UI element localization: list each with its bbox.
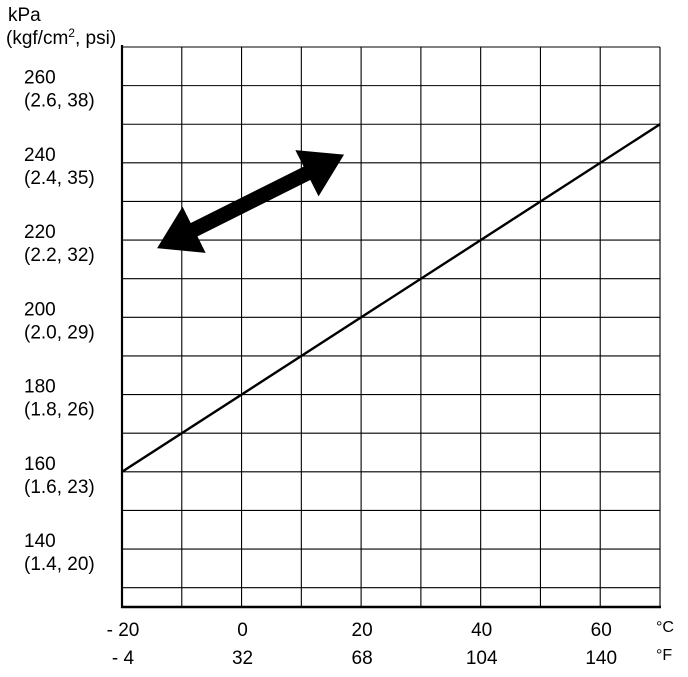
x-tick-label-celsius: 40 bbox=[471, 620, 492, 641]
series bbox=[121, 123, 661, 473]
y-tick-label: 180 bbox=[24, 377, 56, 398]
x-tick-label-fahrenheit: 140 bbox=[585, 648, 617, 669]
x-tick-label-fahrenheit: - 4 bbox=[112, 648, 135, 669]
labels: kPa(kgf/cm2, psi) 260(2.6, 38) 240(2.4, 35… bbox=[6, 5, 674, 669]
y-tick-label: 200 bbox=[24, 299, 56, 320]
y-axis-unit-sublabel: (kgf/cm2, psi) bbox=[6, 26, 116, 49]
y-tick-sublabel: (1.8, 26) bbox=[24, 400, 95, 421]
double-arrow bbox=[157, 150, 345, 253]
y-tick-sublabel: (1.6, 23) bbox=[24, 477, 95, 498]
y-tick-sublabel: (2.4, 35) bbox=[24, 168, 95, 189]
x-tick-label-fahrenheit: 104 bbox=[466, 648, 498, 669]
y-axis-unit-label: kPa bbox=[8, 5, 41, 26]
y-tick-sublabel: (2.6, 38) bbox=[24, 91, 95, 112]
y-tick-label: 260 bbox=[24, 68, 56, 89]
y-tick-sublabel: (2.0, 29) bbox=[24, 322, 95, 343]
series-line bbox=[121, 123, 661, 473]
x-tick-label-celsius: 0 bbox=[237, 620, 248, 641]
grid bbox=[122, 46, 661, 607]
x-tick-label-fahrenheit: 68 bbox=[352, 648, 373, 669]
x-tick-label-celsius: - 20 bbox=[107, 620, 140, 641]
x-tick-label-fahrenheit: 32 bbox=[232, 648, 253, 669]
y-tick-label: 140 bbox=[24, 531, 56, 552]
y-tick-label: 220 bbox=[24, 222, 56, 243]
annotations bbox=[157, 150, 345, 253]
x-unit-celsius: °C bbox=[656, 619, 674, 636]
y-tick-label: 240 bbox=[24, 145, 56, 166]
x-tick-label-celsius: 60 bbox=[591, 620, 612, 641]
x-tick-label-celsius: 20 bbox=[352, 620, 373, 641]
y-tick-sublabel: (1.4, 20) bbox=[24, 554, 95, 575]
y-tick-sublabel: (2.2, 32) bbox=[24, 245, 95, 266]
y-tick-label: 160 bbox=[24, 454, 56, 475]
axes bbox=[120, 45, 661, 609]
x-unit-fahrenheit: °F bbox=[656, 647, 672, 664]
